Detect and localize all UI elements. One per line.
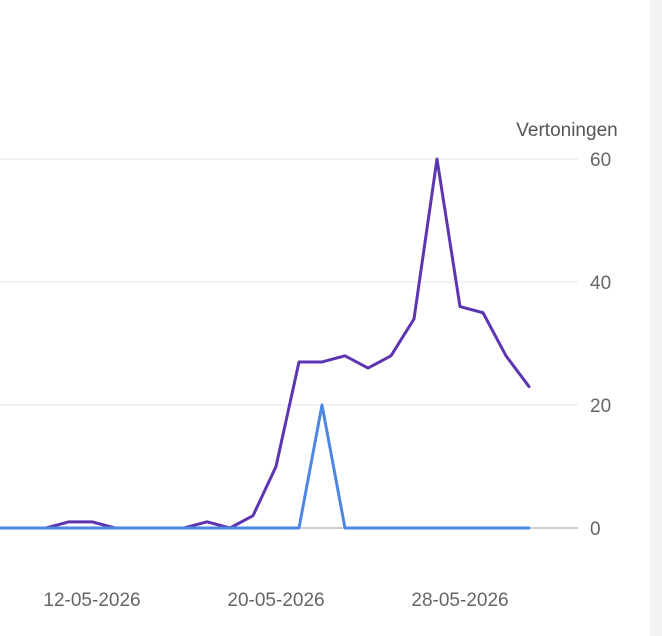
- x-tick-label: 28-05-2026: [411, 590, 508, 611]
- series-line-1: [0, 157, 531, 530]
- x-tick-label: 20-05-2026: [227, 590, 324, 611]
- x-axis-ticks: 12-05-2026 20-05-2026 28-05-2026: [43, 590, 508, 611]
- series-layer: [0, 157, 531, 530]
- grid-layer: [0, 158, 578, 529]
- y-tick-label: 0: [590, 519, 601, 540]
- x-tick-label: 12-05-2026: [43, 590, 140, 611]
- scrollbar-track[interactable]: [650, 0, 662, 636]
- series-line-2: [0, 403, 531, 530]
- y-axis-ticks: 0 20 40 60: [590, 150, 611, 540]
- y-tick-label: 60: [590, 150, 611, 171]
- y-axis-title: Vertoningen: [516, 120, 617, 141]
- y-tick-label: 40: [590, 273, 611, 294]
- y-tick-label: 20: [590, 396, 611, 417]
